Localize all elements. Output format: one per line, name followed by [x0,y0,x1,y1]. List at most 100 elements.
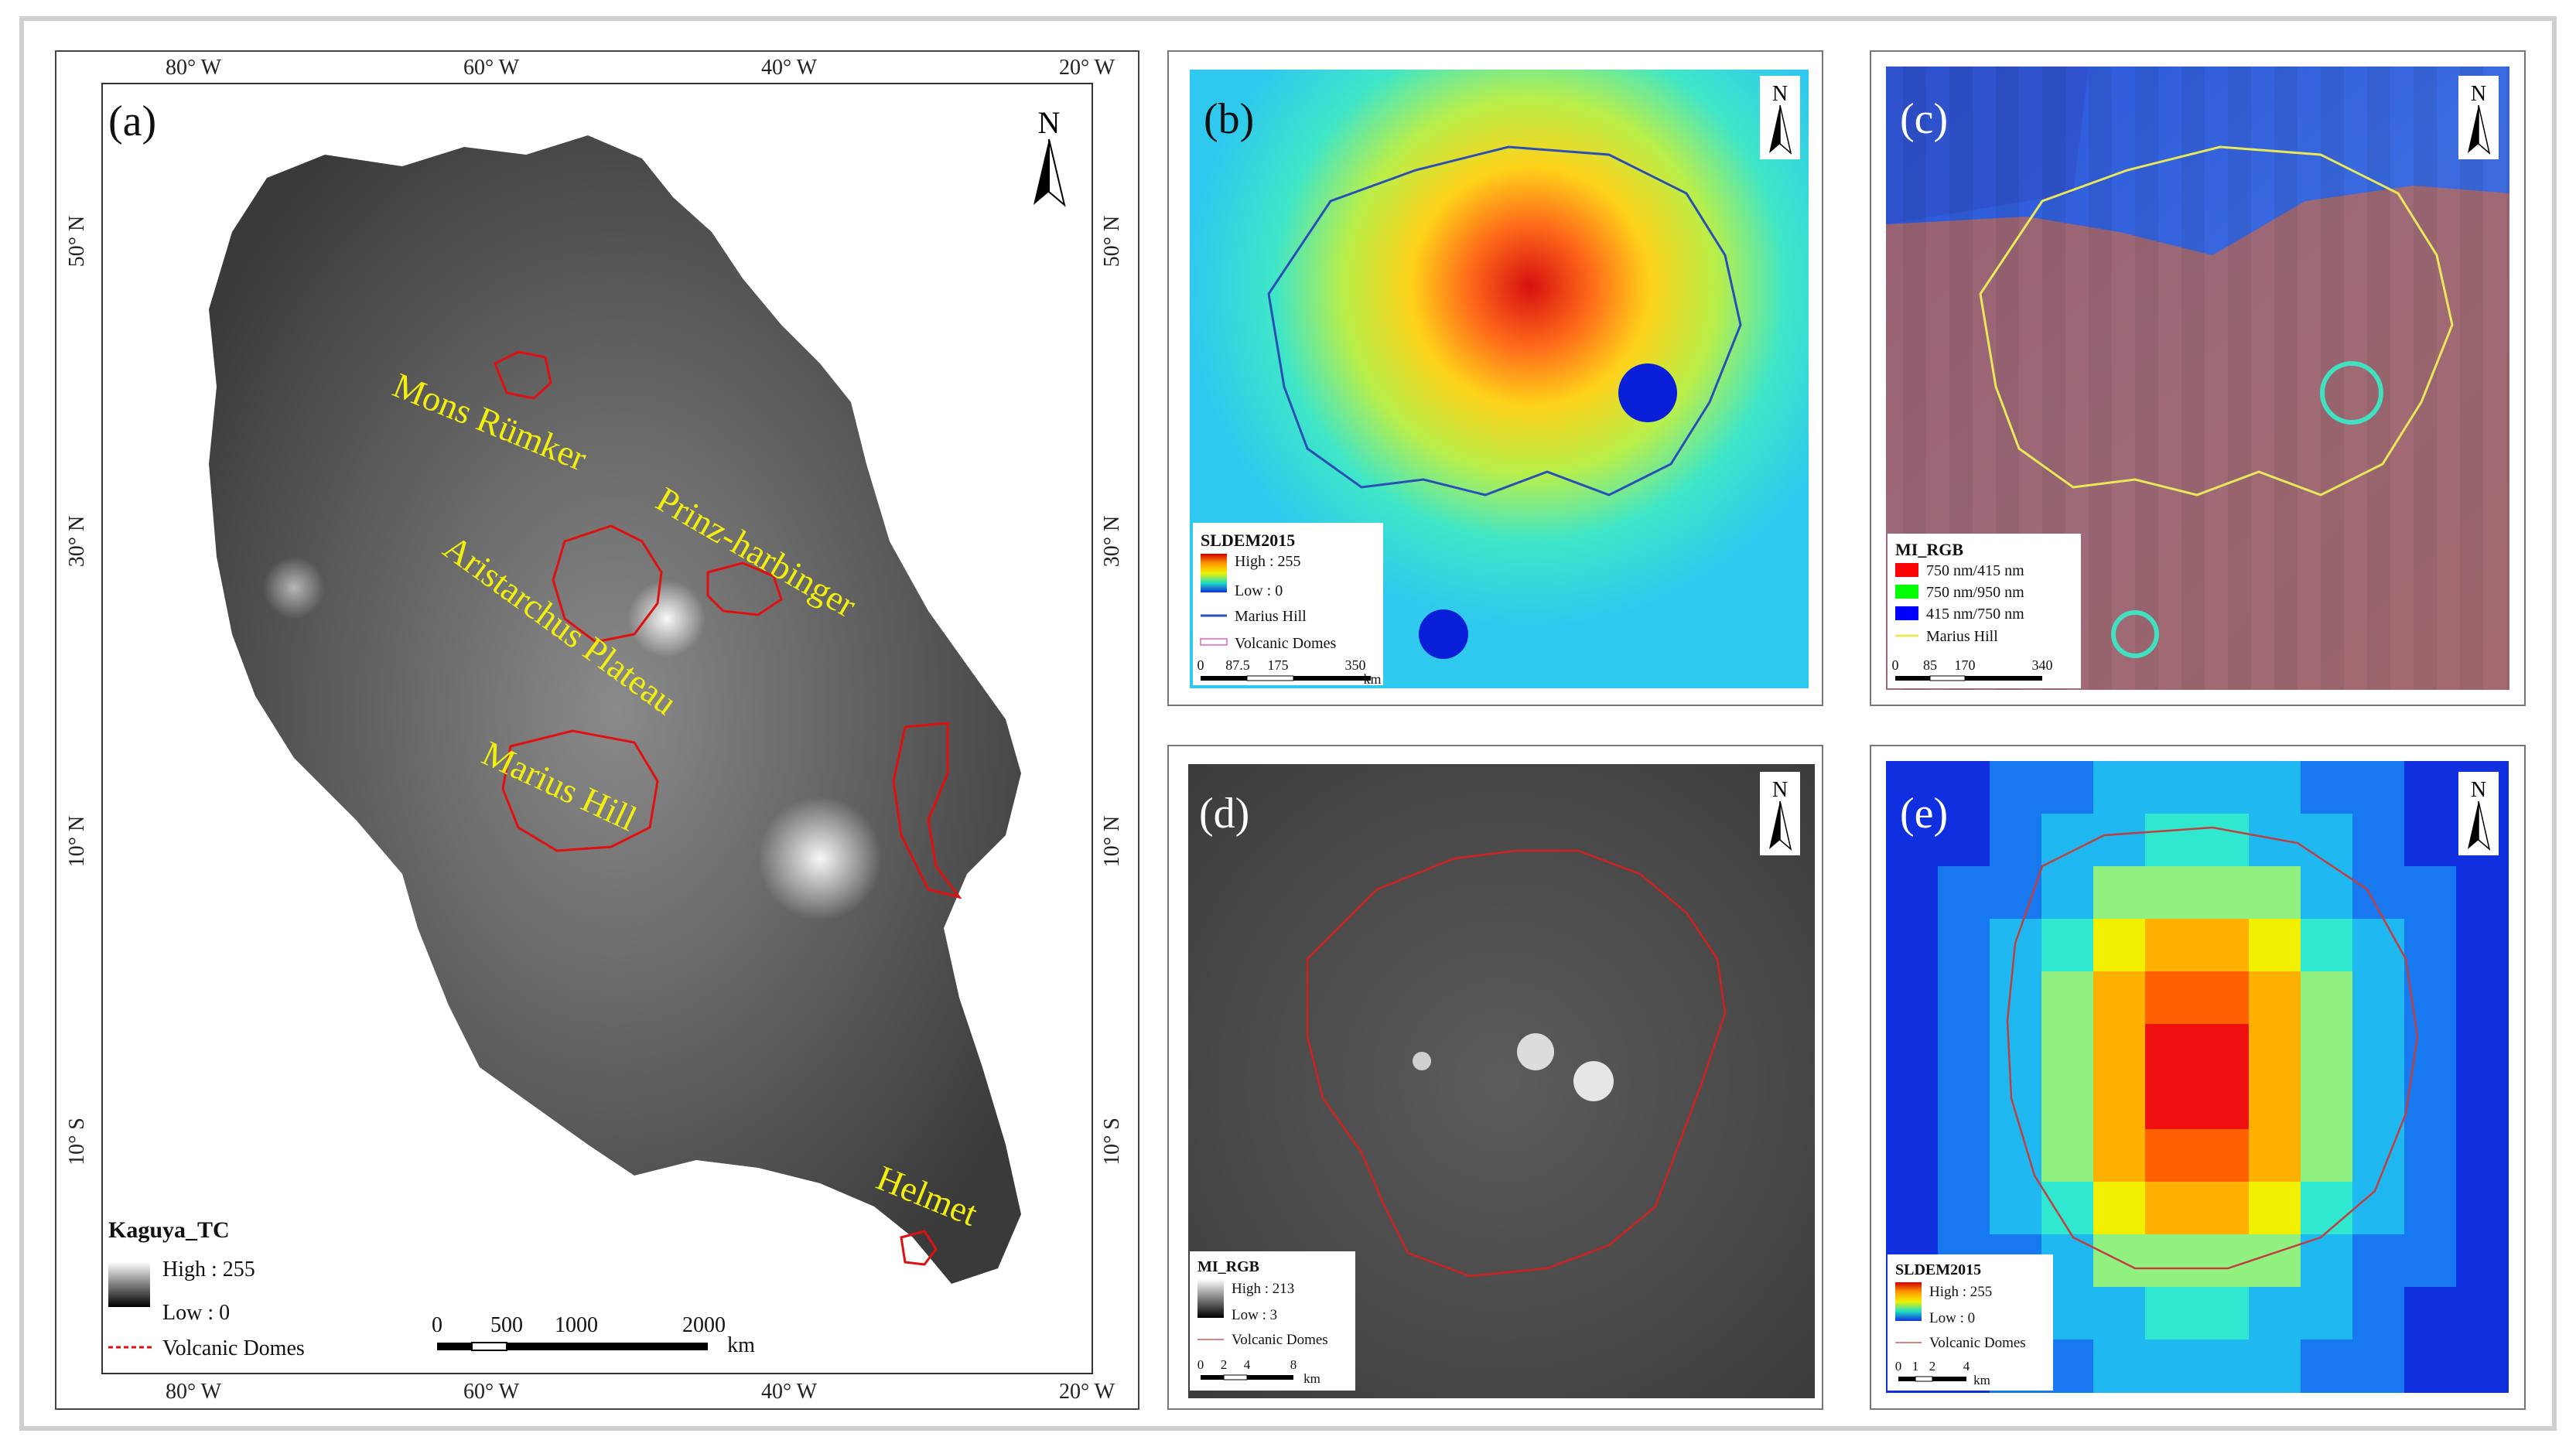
panel-b-letter: (b) [1204,95,1254,143]
scale-b-3: 350 [1345,657,1366,673]
lon-top-3: 20° W [1059,56,1115,80]
legend-d-domes: Volcanic Domes [1232,1332,1328,1348]
crater-d-1 [1517,1033,1554,1070]
bright-crater-west [263,557,325,619]
heatmap-cell [2093,971,2146,1025]
legend-a-swatch [108,1262,150,1307]
lat-left-3: 10° S [65,1118,89,1165]
heatmap-cell [2249,1077,2301,1130]
heatmap-cell [2093,866,2146,920]
dome-outline-east [892,722,962,899]
scale-d-1: 2 [1221,1357,1228,1372]
lat-right-1: 30° N [1100,516,1124,567]
scale-bar-d: 0 2 4 8 km [1197,1357,1320,1386]
scale-bar-c: 0 85 170 340 [1888,654,2081,685]
heatmap-cell [2404,1129,2457,1183]
scale-bar-e: 0 1 2 4 km [1895,1359,1990,1387]
heatmap-cell [2301,1339,2353,1393]
heatmap-cell [2404,1287,2457,1340]
panel-c: (c) N MI_RGB 750 nm/415 nm 750 nm/950 nm… [1870,50,2526,706]
heatmap-cell [2145,761,2198,814]
scale-c-2: 170 [1955,657,1976,673]
heatmap-cell [2145,1234,2198,1288]
heatmap-cell [2352,971,2405,1025]
heatmap-cell [1990,1024,2042,1077]
scale-e-3: 4 [1963,1359,1970,1374]
scale-c-1: 85 [1923,657,1937,673]
heatmap-cell [2301,761,2353,814]
lon-top-2: 40° W [761,56,818,80]
heatmap-cell [2456,1287,2509,1340]
heatmap-cell [2249,1024,2301,1077]
heatmap-cell [2301,1234,2353,1288]
heatmap-cell [2093,1182,2146,1235]
heatmap-cell [2301,919,2353,972]
crater-b-1 [1618,363,1677,422]
heatmap-cell [2145,919,2198,972]
heatmap-cell [2352,1287,2405,1340]
scale-d-unit: km [1303,1371,1320,1386]
heatmap-cell [2404,971,2457,1025]
north-arrow-e: N [2458,772,2499,855]
scale-e-unit: km [1973,1373,1990,1387]
legend-c-r: 750 nm/415 nm [1926,562,2024,579]
panel-a-letter: (a) [108,97,156,145]
heatmap-cell [2041,1024,2094,1077]
crater-c-1 [2320,361,2383,425]
north-label-a: N [1038,105,1061,140]
heatmap-cell [2301,1129,2353,1183]
heatmap-cell [2456,1077,2509,1130]
heatmap-cell [2145,1182,2198,1235]
oceanus-procellarum-landmass [209,135,1021,1284]
dome-outline-rumker [494,350,552,400]
heatmap-cell [2145,1129,2198,1183]
lon-bottom-0: 80° W [166,1380,222,1404]
legend-d-low: Low : 3 [1232,1307,1277,1323]
heatmap-cell [2249,919,2301,972]
scale-a-2: 1000 [555,1313,598,1337]
heatmap-cell [1886,971,1939,1025]
heatmap-cell [2301,1077,2353,1130]
heatmap-cell [2145,814,2198,867]
heatmap-cell [2352,1024,2405,1077]
lon-bottom-3: 20° W [1059,1380,1115,1404]
heatmap-cell [1886,1129,1939,1183]
scale-b-unit: km [1363,671,1381,687]
legend-b-line2: Volcanic Domes [1235,635,1336,652]
legend-c-b: 415 nm/750 nm [1926,606,2024,623]
lat-right-0: 50° N [1100,216,1124,267]
lon-top-1: 60° W [463,56,520,80]
heatmap-cell [2301,814,2353,867]
scale-e-0: 0 [1895,1359,1902,1374]
heatmap-cell [1938,866,1990,920]
lon-labels-top: 80° W 60° W 40° W 20° W [166,56,1115,80]
legend-a-low: Low : 0 [162,1301,230,1325]
heatmap-cell [2456,1339,2509,1393]
legend-c-line1: Marius Hill [1926,628,1998,645]
scale-c-0: 0 [1892,657,1899,673]
heatmap-cell [2249,866,2301,920]
north-label-c: N [2471,82,2486,106]
heatmap-cell [2093,1024,2146,1077]
kepler-crater [758,797,882,920]
panel-e: (e) N SLDEM2015 High : 255 Low : 0 Volca… [1870,745,2526,1410]
panel-e-letter: (e) [1900,790,1948,838]
heatmap-cell [2456,1182,2509,1235]
heatmap-cell [2456,1024,2509,1077]
heatmap-cell [1938,1129,1990,1183]
scale-a-0: 0 [432,1313,442,1337]
heatmap-cell [2249,814,2301,867]
scale-a-1: 500 [490,1313,523,1337]
heatmap-cell [1990,866,2042,920]
crater-d-2 [1573,1061,1614,1101]
heatmap-cell [1938,971,1990,1025]
heatmap-cell [2404,1339,2457,1393]
heatmap-cell [2197,1339,2250,1393]
legend-e-domes: Volcanic Domes [1929,1335,2026,1351]
heatmap-cell [2404,1077,2457,1130]
heatmap-cell [2301,1024,2353,1077]
north-arrow-a: N [1033,105,1066,207]
volcanic-dome-outlines [494,350,962,1266]
lon-top-0: 80° W [166,56,222,80]
